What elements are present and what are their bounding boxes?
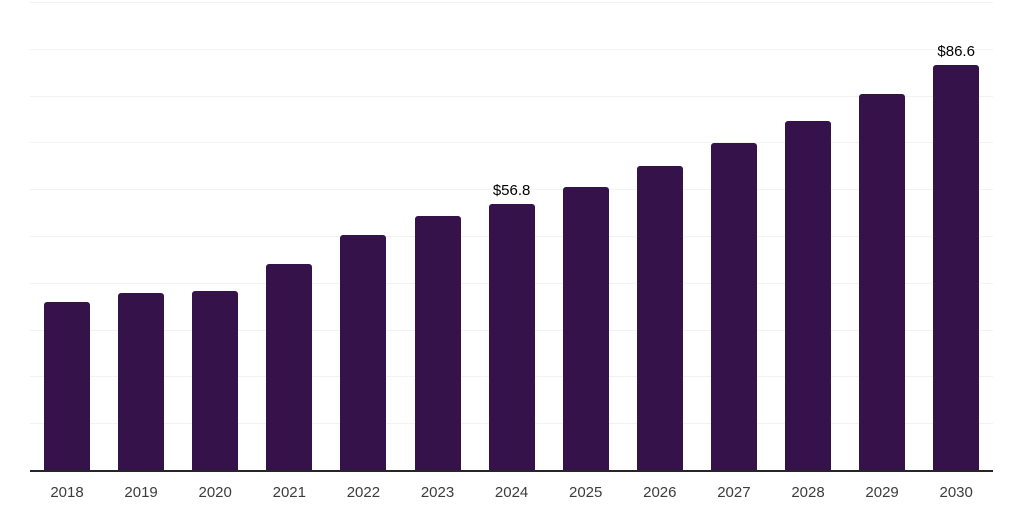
- bar-2025: [562, 187, 609, 470]
- gridline-70: [30, 142, 993, 144]
- gridline-90: [30, 48, 993, 50]
- gridline-100: [30, 2, 993, 3]
- bar-2020: [192, 291, 239, 470]
- x-tick-label-2024: 2024: [494, 484, 529, 501]
- bar-2022: [340, 234, 387, 470]
- bar-2024: [488, 204, 535, 470]
- x-tick-label-2029: 2029: [865, 484, 899, 501]
- x-tick-label-2023: 2023: [420, 484, 455, 501]
- x-tick-label-2020: 2020: [198, 484, 232, 501]
- x-tick-label-2026: 2026: [643, 484, 677, 501]
- x-tick-label-2025: 2025: [569, 484, 603, 501]
- x-tick-label-2019: 2019: [124, 484, 158, 501]
- bar-2023: [414, 215, 461, 470]
- x-tick-label-2030: 2030: [939, 484, 973, 501]
- data-label-2024: $56.8: [492, 182, 531, 200]
- x-tick-label-2027: 2027: [717, 484, 751, 501]
- x-tick-label-2021: 2021: [272, 484, 306, 501]
- data-label-2030: $86.6: [937, 42, 975, 60]
- gridline-60: [30, 189, 993, 191]
- gridline-80: [30, 95, 993, 97]
- bar-2028: [785, 121, 831, 470]
- bar-2019: [118, 293, 165, 470]
- bar-2027: [710, 143, 757, 470]
- x-axis-line: [30, 470, 993, 472]
- bar-2018: [44, 302, 90, 470]
- bar-2021: [266, 264, 313, 470]
- x-tick-label-2022: 2022: [346, 484, 381, 501]
- bar-2030: [933, 64, 980, 470]
- x-tick-label-2018: 2018: [50, 484, 84, 501]
- x-tick-label-2028: 2028: [791, 484, 825, 501]
- bar-2029: [859, 94, 906, 470]
- bar-2026: [636, 166, 683, 470]
